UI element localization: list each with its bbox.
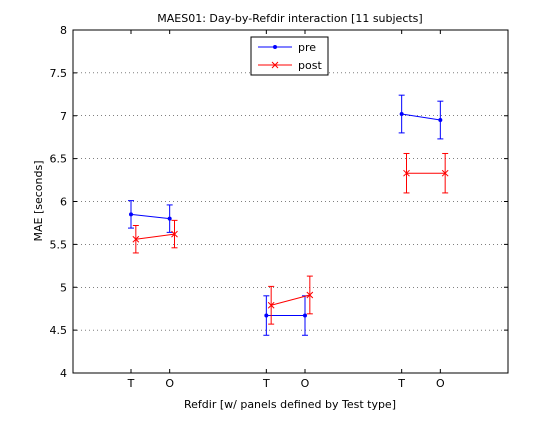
y-tick-label: 7.5 <box>50 67 68 80</box>
data-point-post <box>171 230 178 238</box>
y-tick-label: 5 <box>60 281 67 294</box>
series-layer <box>128 94 449 336</box>
series-line-pre <box>130 213 170 220</box>
data-point-post <box>267 301 275 309</box>
series-line-pre <box>401 113 441 121</box>
y-tick-label: 4.5 <box>50 324 68 337</box>
data-point-post <box>132 235 140 243</box>
x-tick-label: T <box>127 377 135 390</box>
y-tick-label: 4 <box>60 367 67 380</box>
data-point-pre <box>438 118 443 123</box>
legend-label-post: post <box>298 59 322 72</box>
data-point-pre <box>264 313 269 318</box>
y-tick-label: 6.5 <box>50 153 68 166</box>
data-point-pre <box>399 112 404 117</box>
axes: 4 4.5 5 5.5 6 6.5 7 7.5 8 T O T O T O <box>50 24 508 390</box>
legend: pre post <box>250 36 329 76</box>
chart-title: MAES01: Day-by-Refdir interaction [11 su… <box>157 12 422 25</box>
x-tick-label: T <box>262 377 270 390</box>
series-line-post <box>135 233 175 240</box>
x-tick-label: O <box>436 377 445 390</box>
y-tick-label: 7 <box>60 110 67 123</box>
data-point-post <box>441 169 449 177</box>
x-tick-label: O <box>301 377 310 390</box>
data-point-post <box>306 291 314 299</box>
legend-label-pre: pre <box>298 41 316 54</box>
grid-lines <box>73 72 508 331</box>
data-point-pre <box>167 216 172 221</box>
plot-area <box>73 30 508 373</box>
x-axis-label: Refdir [w/ panels defined by Test type] <box>184 398 396 411</box>
y-tick-label: 8 <box>60 24 67 37</box>
data-point-post <box>403 169 410 177</box>
y-tick-label: 5.5 <box>50 238 68 251</box>
data-point-pre <box>129 212 133 217</box>
legend-box <box>250 36 329 76</box>
data-point-pre <box>303 313 307 318</box>
y-axis-label: MAE [seconds] <box>32 160 45 241</box>
legend-marker-pre <box>273 45 277 49</box>
y-tick-label: 6 <box>60 196 67 209</box>
series-line-post <box>271 294 310 306</box>
x-tick-label: O <box>165 377 174 390</box>
x-tick-label: T <box>397 377 405 390</box>
legend-marker-post <box>271 61 279 69</box>
